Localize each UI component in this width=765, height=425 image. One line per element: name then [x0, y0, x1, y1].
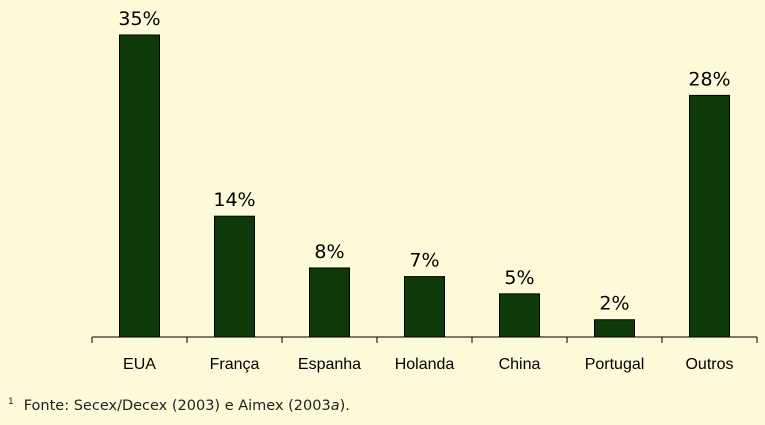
value-label: 14% [213, 189, 255, 211]
category-label: Outros [685, 356, 733, 373]
bar-portugal [594, 319, 635, 338]
value-label: 35% [118, 8, 160, 30]
footnote-marker: 1 [8, 397, 14, 407]
bar-frança [214, 215, 255, 338]
bar-outros [689, 94, 730, 338]
bar-eua [119, 34, 160, 338]
value-label: 7% [409, 250, 439, 272]
bar-china [499, 293, 540, 338]
category-label: França [210, 356, 260, 373]
value-label: 28% [688, 68, 730, 90]
x-axis [91, 336, 758, 343]
category-label: EUA [123, 356, 156, 373]
value-label: 2% [599, 293, 629, 315]
value-label: 5% [504, 267, 534, 289]
bars [119, 34, 730, 338]
bar-holanda [404, 276, 445, 338]
category-label: Holanda [395, 356, 455, 373]
footnote-italic: a [330, 398, 340, 414]
category-label: Portugal [585, 356, 645, 373]
category-labels: EUA França Espanha Holanda China Portugal Outr… [123, 356, 733, 373]
value-labels: 35% 14% 8% 7% 5% 2% 28% [118, 8, 730, 315]
category-label: China [499, 356, 541, 373]
source-footnote: 1 Fonte: Secex/Decex (2003) e Aimex (2003… [8, 397, 350, 414]
value-label: 8% [314, 241, 344, 263]
bar-espanha [309, 267, 350, 338]
category-label: Espanha [298, 356, 361, 373]
footnote-text-end: ). [339, 398, 350, 414]
footnote-text: Fonte: Secex/Decex (2003) e Aimex (2003 [23, 398, 331, 414]
